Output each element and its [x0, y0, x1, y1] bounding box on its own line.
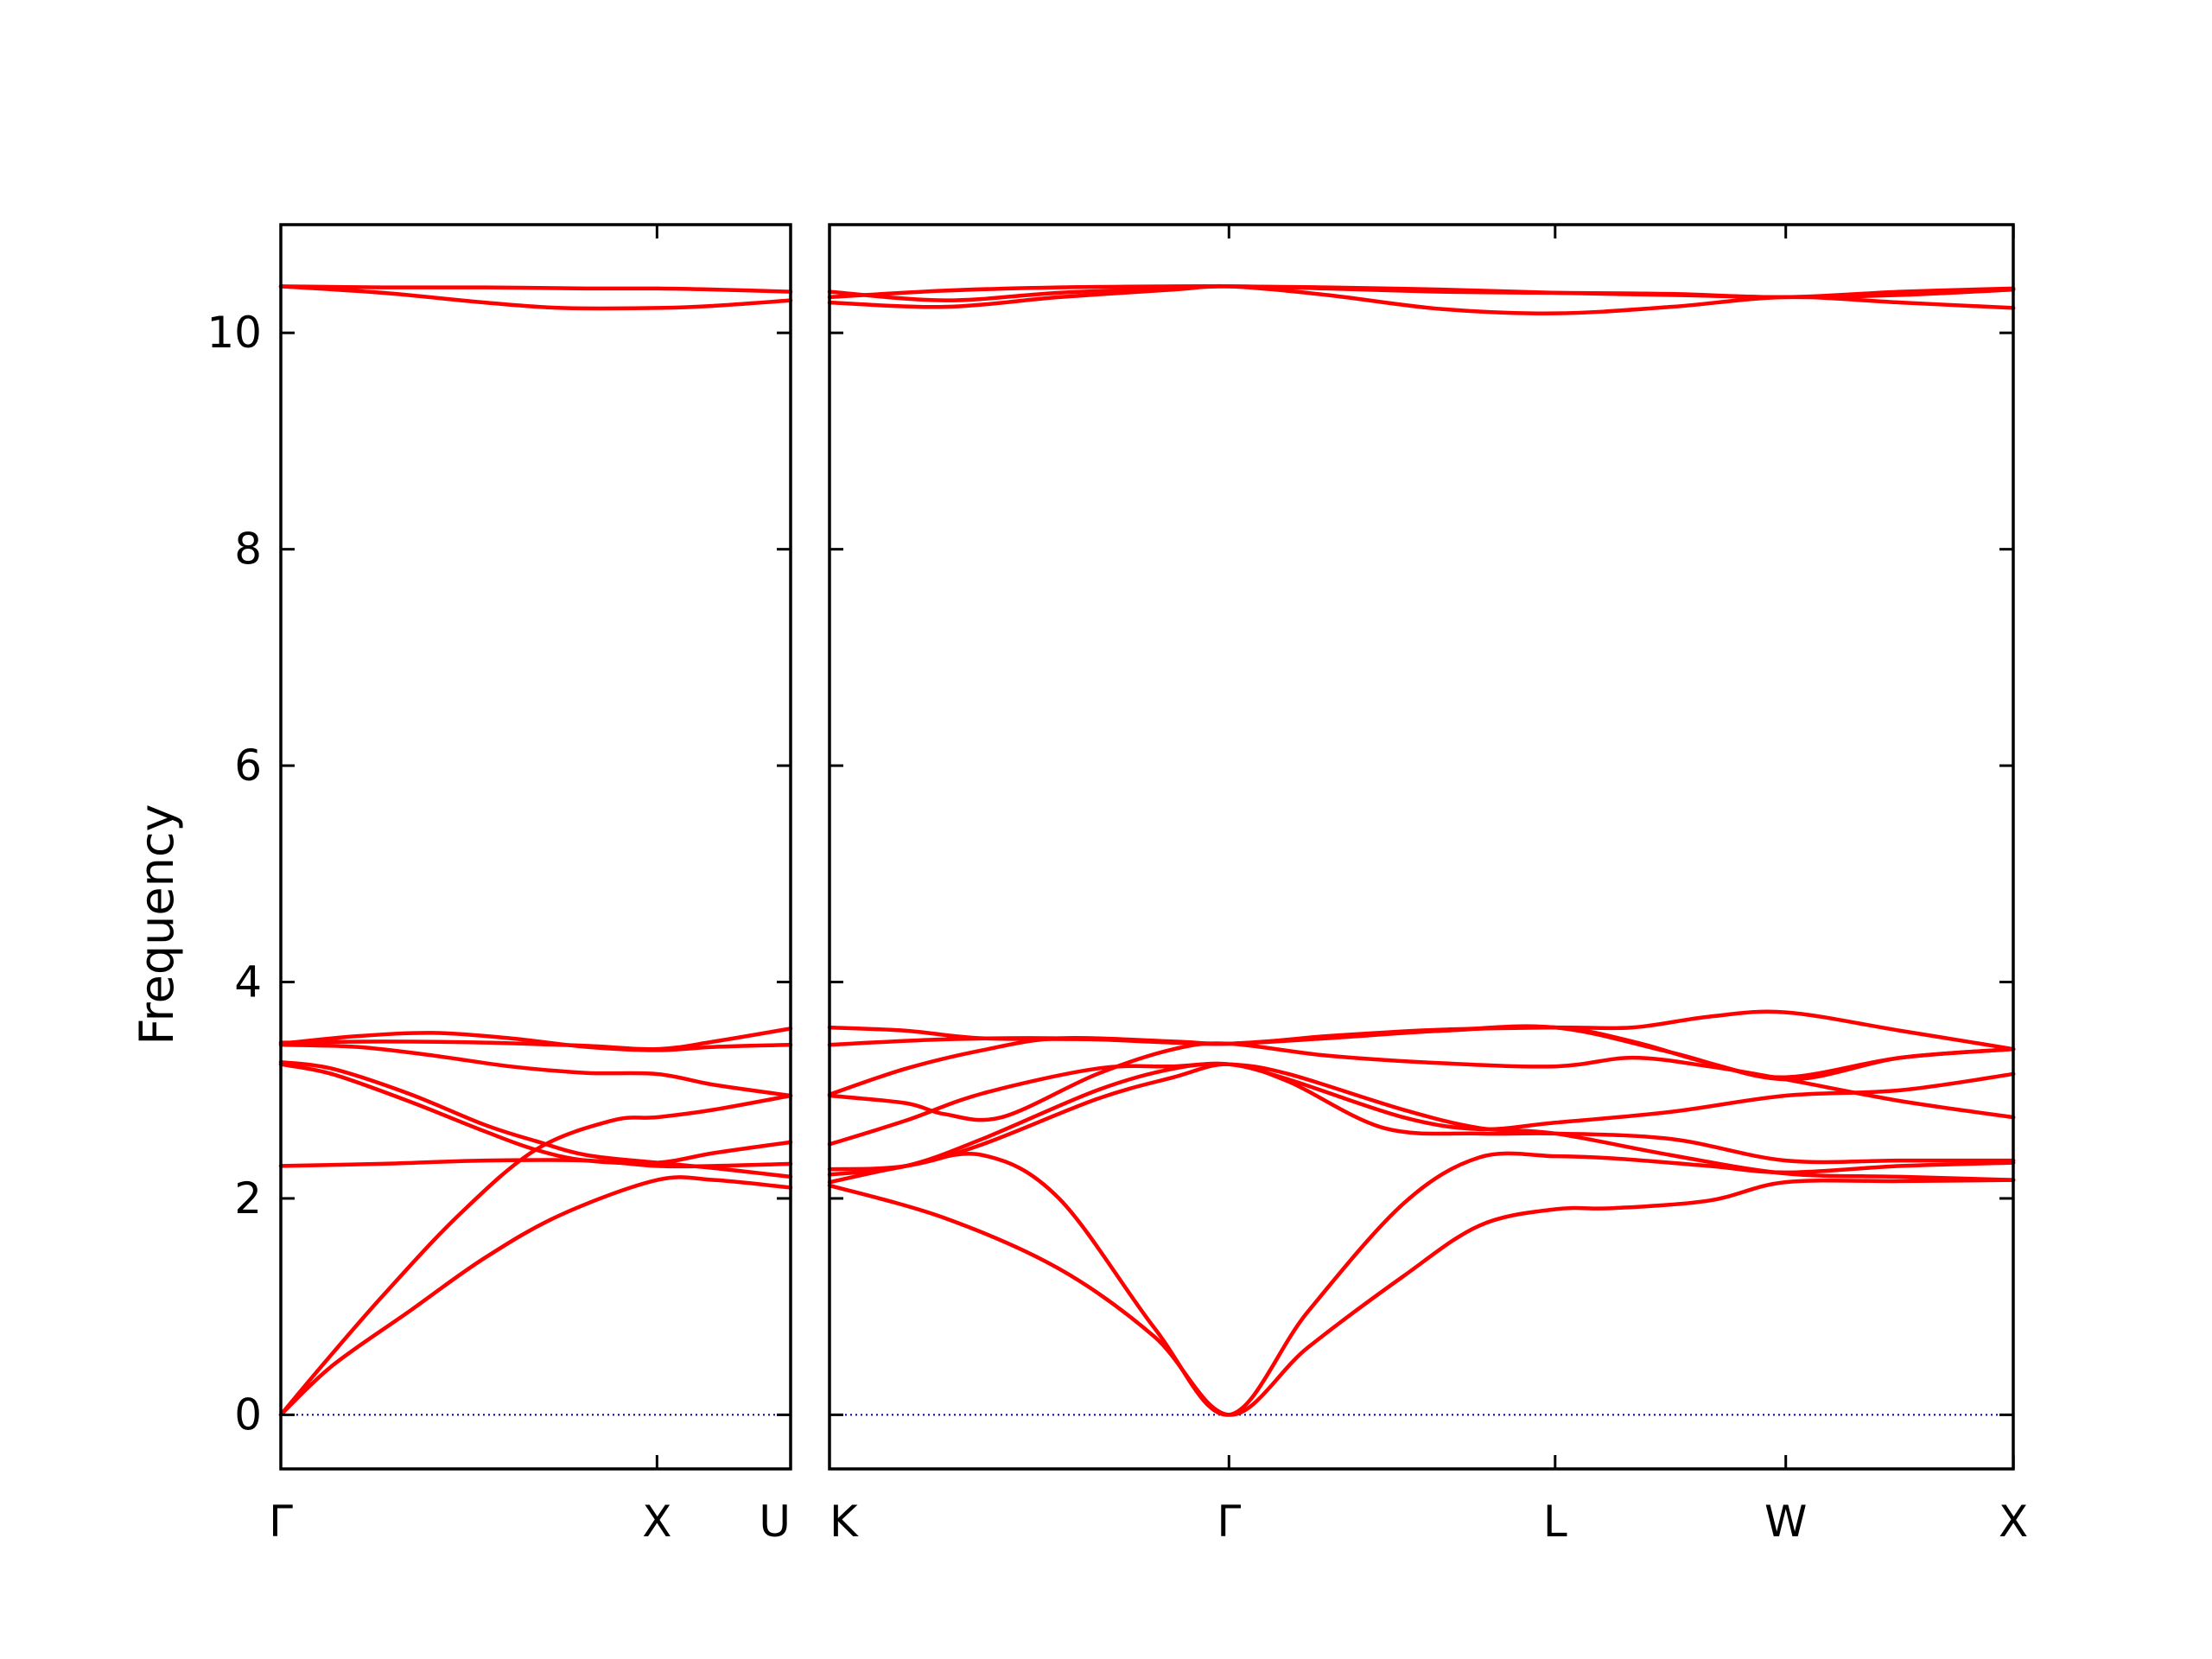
- y-tick-labels: 0 2 4 6 8 10: [207, 308, 262, 1440]
- x-tick-label: X: [1999, 1497, 2028, 1547]
- plot-frame-right: [828, 223, 2015, 1471]
- y-tick-label: 6: [234, 741, 262, 791]
- y-tick-label: 8: [234, 524, 262, 575]
- band-line-12: [827, 283, 2016, 300]
- band-line-6: [278, 1031, 793, 1052]
- y-tick-label: 0: [234, 1389, 262, 1440]
- x-tick-label: U: [759, 1497, 791, 1547]
- series-layer-left: [278, 284, 793, 1417]
- band-line-10: [278, 284, 793, 294]
- band-line-3: [827, 1062, 2016, 1172]
- band-line-9: [827, 1024, 2016, 1082]
- x-tick-label: X: [642, 1497, 671, 1547]
- y-tick-label: 2: [234, 1173, 262, 1224]
- band-line-5: [278, 1042, 793, 1098]
- band-line-1: [827, 1178, 2016, 1417]
- band-line-5: [827, 1061, 2016, 1147]
- band-line-3: [278, 1062, 793, 1166]
- x-tick-label: W: [1764, 1497, 1807, 1547]
- y-axis-label: Frequency: [130, 804, 184, 1046]
- band-line-8: [278, 1158, 793, 1169]
- y-tick-label: 4: [234, 957, 262, 1007]
- band-line-4: [827, 1062, 2016, 1182]
- x-tick-label: Γ: [269, 1497, 293, 1547]
- plot-frame-left: [279, 223, 792, 1471]
- x-tick-label: L: [1543, 1497, 1567, 1547]
- band-line-2: [278, 1175, 793, 1417]
- x-tick-label: K: [830, 1497, 859, 1547]
- series-layer-right: [827, 283, 2016, 1417]
- band-line-7: [278, 1027, 793, 1052]
- x-tick-label: Γ: [1217, 1497, 1241, 1547]
- y-tick-label: 10: [207, 308, 262, 358]
- band-line-9: [278, 284, 793, 311]
